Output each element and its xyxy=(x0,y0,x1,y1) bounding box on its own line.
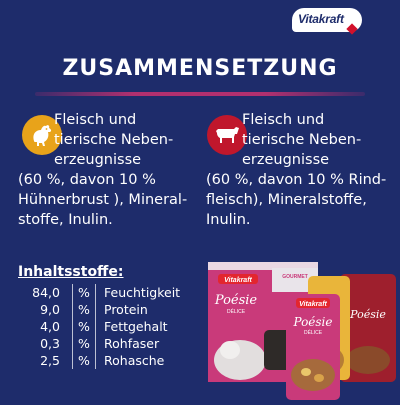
beef-line-3: erzeugnisse xyxy=(242,152,330,168)
svg-text:Poésie: Poésie xyxy=(214,293,258,308)
beef-line-1: Fleisch und xyxy=(242,112,325,128)
unit-cell: % xyxy=(72,335,96,352)
svg-text:DÉLICE: DÉLICE xyxy=(227,308,246,315)
beef-line-4: (60 %, davon 10 % Rind- xyxy=(206,172,387,188)
chicken-line-6: stoffe, Inulin. xyxy=(18,212,113,228)
value-cell: 4,0 xyxy=(40,319,60,334)
svg-text:Vitakraft: Vitakraft xyxy=(224,277,252,284)
table-row: 84,0 % Feuchtigkeit xyxy=(18,284,180,301)
logo-text: Vitakraft xyxy=(298,12,344,26)
svg-text:DÉLICE: DÉLICE xyxy=(304,329,323,336)
chicken-line-1: Fleisch und xyxy=(54,112,137,128)
ingredients-table: 84,0 % Feuchtigkeit 9,0 % Protein 4,0 % … xyxy=(18,284,180,369)
chicken-line-2: tierische Neben- xyxy=(54,132,174,148)
vitakraft-logo: Vitakraft xyxy=(292,8,362,38)
unit-cell: % xyxy=(72,301,96,318)
composition-chicken: Fleisch und tierische Neben- erzeugnisse… xyxy=(18,110,198,230)
title-underline xyxy=(35,92,365,96)
chicken-line-4: (60 %, davon 10 % xyxy=(18,172,156,188)
unit-cell: % xyxy=(72,318,96,335)
value-cell: 0,3 xyxy=(40,336,60,351)
composition-beef: Fleisch und tierische Neben- erzeugnisse… xyxy=(206,110,398,230)
page-title: ZUSAMMENSETZUNG xyxy=(62,56,338,81)
product-pouch-back: Poésie xyxy=(340,274,396,382)
value-cell: 9,0 xyxy=(40,302,60,317)
beef-line-6: Inulin. xyxy=(206,212,251,228)
unit-cell: % xyxy=(72,284,96,301)
svg-text:Vitakraft: Vitakraft xyxy=(299,301,327,308)
beef-line-5: fleisch), Mineralstoffe, xyxy=(206,192,367,208)
table-row: 2,5 % Rohasche xyxy=(18,352,180,369)
svg-text:Poésie: Poésie xyxy=(292,315,332,329)
chicken-line-5: Hühnerbrust ), Mineral- xyxy=(18,192,188,208)
name-cell: Rohfaser xyxy=(104,336,160,351)
name-cell: Fettgehalt xyxy=(104,319,168,334)
value-cell: 2,5 xyxy=(40,353,60,368)
product-pouch-front: Vitakraft Poésie DÉLICE xyxy=(286,294,340,400)
ingredients-title: Inhaltsstoffe: xyxy=(18,264,124,280)
table-row: 0,3 % Rohfaser xyxy=(18,335,180,352)
product-image: Vitakraft Poésie DÉLICE GOURMET Poésie V… xyxy=(200,250,400,400)
svg-text:Poésie: Poésie xyxy=(349,308,386,321)
name-cell: Feuchtigkeit xyxy=(104,285,181,300)
table-row: 4,0 % Fettgehalt xyxy=(18,318,180,335)
chicken-icon xyxy=(22,115,62,155)
cow-icon xyxy=(207,115,247,155)
beef-line-2: tierische Neben- xyxy=(242,132,362,148)
table-row: 9,0 % Protein xyxy=(18,301,180,318)
unit-cell: % xyxy=(72,352,96,369)
svg-text:GOURMET: GOURMET xyxy=(282,274,308,280)
value-cell: 84,0 xyxy=(32,285,60,300)
chicken-line-3: erzeugnisse xyxy=(54,152,142,168)
name-cell: Rohasche xyxy=(104,353,165,368)
name-cell: Protein xyxy=(104,302,148,317)
